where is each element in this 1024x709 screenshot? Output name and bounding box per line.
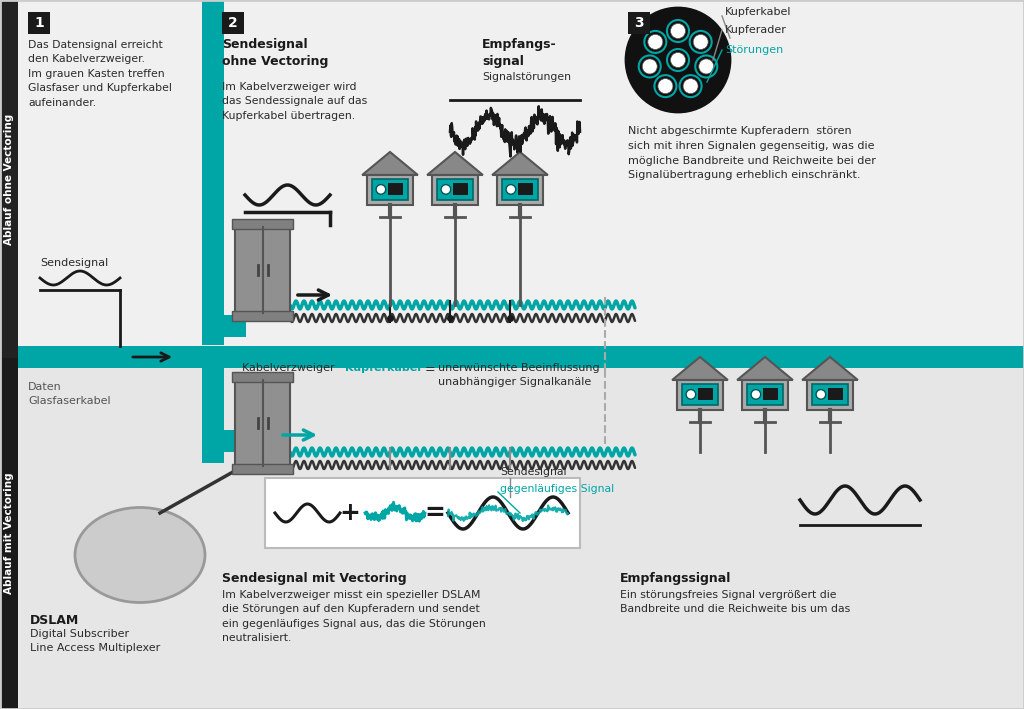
Text: Das Datensignal erreicht
den Kabelverzweiger.
Im grauen Kasten treffen
Glasfaser: Das Datensignal erreicht den Kabelverzwe… bbox=[28, 40, 172, 108]
Bar bbox=[202, 368, 224, 463]
Circle shape bbox=[667, 49, 689, 71]
Text: 2: 2 bbox=[228, 16, 238, 30]
Text: Empfangs-
signal: Empfangs- signal bbox=[482, 38, 557, 68]
Bar bbox=[677, 380, 723, 410]
Bar bbox=[628, 12, 650, 34]
Text: Störungen: Störungen bbox=[725, 45, 783, 55]
Bar bbox=[232, 219, 293, 229]
Text: Ablauf ohne Vectoring: Ablauf ohne Vectoring bbox=[4, 113, 14, 245]
Text: Sendesignal: Sendesignal bbox=[40, 258, 109, 268]
Circle shape bbox=[690, 31, 712, 53]
Bar bbox=[213, 315, 246, 337]
Bar bbox=[812, 384, 848, 405]
Text: Im Kabelverzweiger misst ein spezieller DSLAM
die Störungen auf den Kupferadern : Im Kabelverzweiger misst ein spezieller … bbox=[222, 590, 485, 643]
Bar bbox=[0, 358, 18, 709]
Bar bbox=[0, 0, 18, 358]
Bar bbox=[18, 346, 1024, 368]
Bar bbox=[232, 311, 293, 321]
Bar bbox=[372, 179, 409, 200]
Bar bbox=[234, 225, 290, 315]
Circle shape bbox=[642, 59, 657, 74]
Text: Signalstörungen: Signalstörungen bbox=[482, 72, 571, 82]
Bar bbox=[742, 380, 788, 410]
Text: Empfangssignal: Empfangssignal bbox=[620, 572, 731, 585]
Text: Ein störungsfreies Signal vergrößert die
Bandbreite und die Reichweite bis um da: Ein störungsfreies Signal vergrößert die… bbox=[620, 590, 850, 615]
Bar bbox=[828, 388, 843, 400]
Bar bbox=[28, 12, 50, 34]
Text: Daten
Glasfaserkabel: Daten Glasfaserkabel bbox=[28, 382, 111, 406]
Circle shape bbox=[671, 52, 685, 67]
Bar bbox=[807, 380, 853, 410]
Circle shape bbox=[680, 75, 701, 97]
Text: Digital Subscriber
Line Access Multiplexer: Digital Subscriber Line Access Multiplex… bbox=[30, 629, 160, 653]
Circle shape bbox=[751, 390, 761, 399]
Circle shape bbox=[698, 59, 714, 74]
Bar bbox=[454, 183, 468, 195]
Text: =: = bbox=[425, 363, 435, 376]
Circle shape bbox=[648, 35, 663, 50]
Bar bbox=[432, 175, 478, 205]
Text: unerwünschte Beeinflussung
unabhängiger Signalkanäle: unerwünschte Beeinflussung unabhängiger … bbox=[438, 363, 600, 387]
Circle shape bbox=[506, 184, 516, 194]
Circle shape bbox=[671, 23, 685, 38]
Bar bbox=[698, 388, 713, 400]
Text: Kupferkabel: Kupferkabel bbox=[725, 7, 792, 17]
Bar bbox=[18, 0, 1024, 358]
Polygon shape bbox=[737, 357, 793, 380]
Text: Kupferader: Kupferader bbox=[725, 25, 786, 35]
Text: =: = bbox=[425, 501, 445, 525]
Circle shape bbox=[695, 55, 717, 77]
Bar bbox=[437, 179, 473, 200]
Circle shape bbox=[644, 31, 667, 53]
Bar bbox=[232, 372, 293, 382]
Text: Sendesignal: Sendesignal bbox=[500, 467, 566, 477]
Text: 1: 1 bbox=[34, 16, 44, 30]
Bar bbox=[367, 175, 413, 205]
Bar bbox=[682, 384, 718, 405]
Bar bbox=[232, 464, 293, 474]
Bar bbox=[234, 378, 290, 468]
Bar bbox=[213, 430, 246, 452]
Polygon shape bbox=[362, 152, 418, 175]
Text: Sendesignal
ohne Vectoring: Sendesignal ohne Vectoring bbox=[222, 38, 329, 68]
Bar bbox=[222, 12, 244, 34]
Bar bbox=[202, 0, 224, 345]
Circle shape bbox=[667, 20, 689, 42]
Text: DSLAM: DSLAM bbox=[30, 614, 79, 627]
Polygon shape bbox=[493, 152, 548, 175]
Bar bbox=[265, 478, 580, 548]
Polygon shape bbox=[427, 152, 483, 175]
Text: 3: 3 bbox=[634, 16, 644, 30]
Bar bbox=[502, 179, 539, 200]
Circle shape bbox=[441, 184, 451, 194]
Text: +: + bbox=[340, 501, 360, 525]
Text: gegenläufiges Signal: gegenläufiges Signal bbox=[500, 484, 614, 494]
Circle shape bbox=[683, 79, 698, 94]
Text: Ablauf mit Vectoring: Ablauf mit Vectoring bbox=[4, 473, 14, 594]
Bar bbox=[18, 358, 1024, 709]
Polygon shape bbox=[802, 357, 858, 380]
Circle shape bbox=[626, 8, 730, 112]
Bar bbox=[763, 388, 778, 400]
Bar bbox=[518, 183, 532, 195]
Bar bbox=[746, 384, 783, 405]
Circle shape bbox=[639, 55, 660, 77]
Text: Im Kabelverzweiger wird
das Sendessignale auf das
Kupferkabel übertragen.: Im Kabelverzweiger wird das Sendessignal… bbox=[222, 82, 368, 121]
Text: Sendesignal mit Vectoring: Sendesignal mit Vectoring bbox=[222, 572, 407, 585]
Circle shape bbox=[686, 390, 695, 399]
Circle shape bbox=[654, 75, 677, 97]
Circle shape bbox=[376, 184, 386, 194]
Ellipse shape bbox=[75, 508, 205, 603]
Bar bbox=[388, 183, 402, 195]
Bar bbox=[497, 175, 543, 205]
Circle shape bbox=[693, 35, 709, 50]
Circle shape bbox=[816, 390, 825, 399]
Text: Nicht abgeschirmte Kupferadern  stören
sich mit ihren Signalen gegenseitig, was : Nicht abgeschirmte Kupferadern stören si… bbox=[628, 126, 876, 180]
Text: Kupferkabel: Kupferkabel bbox=[345, 363, 421, 373]
Circle shape bbox=[657, 79, 673, 94]
Text: Kabelverzweiger: Kabelverzweiger bbox=[242, 363, 338, 373]
Polygon shape bbox=[672, 357, 728, 380]
